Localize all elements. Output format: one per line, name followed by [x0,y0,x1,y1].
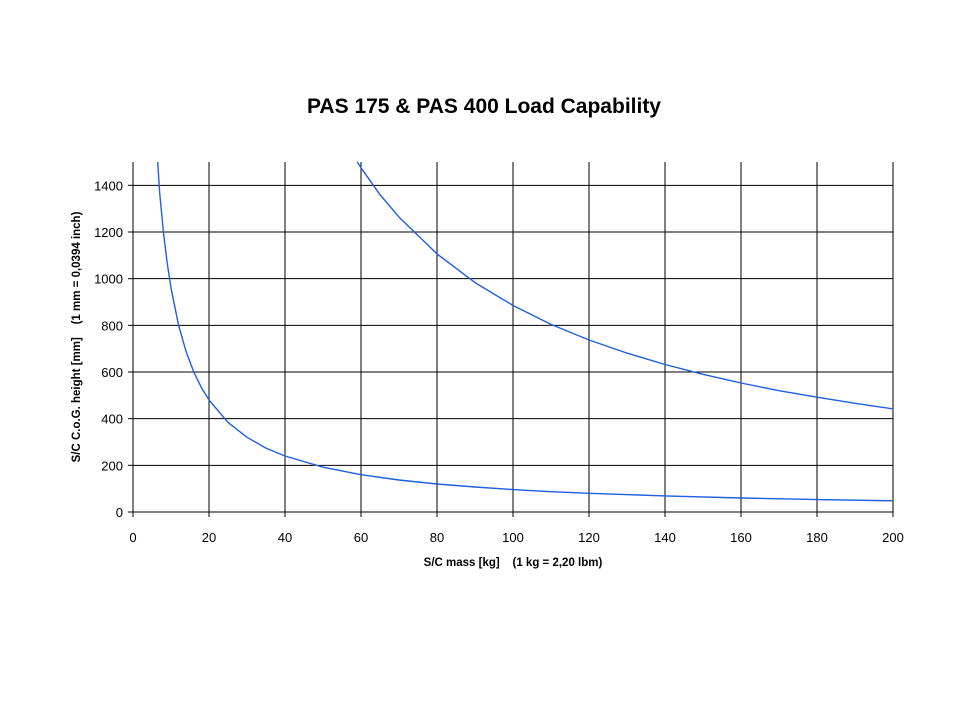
series-line-1 [157,161,894,502]
y-tick-label: 600 [101,365,123,380]
x-tick-label: 80 [430,530,444,545]
x-tick-label: 40 [278,530,292,545]
y-tick-label: 400 [101,412,123,427]
x-tick-label: 140 [654,530,676,545]
x-tick-label: 200 [882,530,904,545]
x-tick-label: 20 [202,530,216,545]
x-tick-label: 60 [354,530,368,545]
grid [133,162,894,512]
x-tick-label: 120 [578,530,600,545]
axes [128,162,894,517]
y-tick-label: 1200 [94,225,123,240]
y-axis-label: S/C C.o.G. height [mm] (1 mm = 0,0394 in… [71,211,83,462]
y-tick-label: 200 [101,458,123,473]
y-tick-label: 1400 [94,178,123,193]
y-tick-label: 1000 [94,272,123,287]
tick-labels: 0 20 40 60 80 100 120 140 160 180 200 0 200 400 600 800… [94,178,904,545]
chart-title: PAS 175 & PAS 400 Load Capability [307,95,661,118]
x-axis-label: S/C mass [kg] (1 kg = 2,20 lbm) [424,557,603,569]
x-tick-label: 0 [129,530,136,545]
x-tick-label: 100 [502,530,524,545]
series-layer [157,161,894,502]
x-tick-label: 180 [806,530,828,545]
y-tick-label: 800 [101,318,123,333]
y-tick-label: 0 [116,505,123,520]
series-line-2 [356,161,894,410]
x-tick-label: 160 [730,530,752,545]
